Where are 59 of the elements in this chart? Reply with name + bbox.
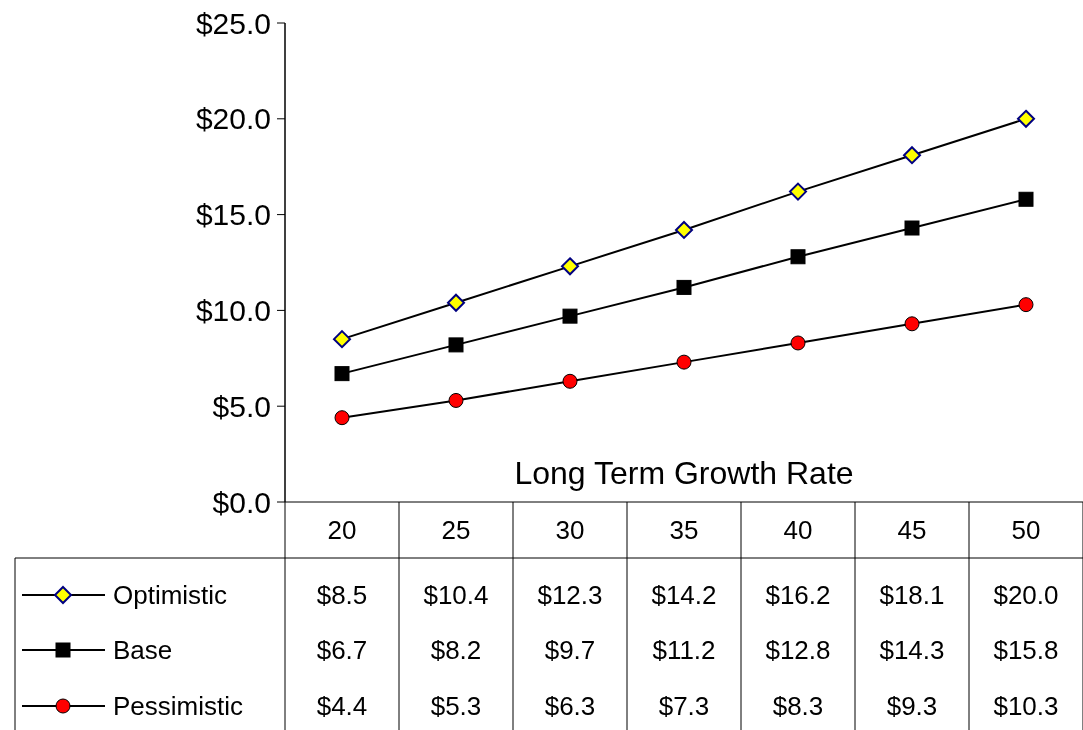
y-tick-label: $25.0 — [195, 6, 271, 40]
point — [562, 373, 578, 389]
point — [675, 220, 693, 239]
y-tick-label: $0.0 — [212, 485, 271, 519]
legend-label: Optimistic — [113, 580, 228, 611]
data-label: $7.3 — [658, 691, 710, 722]
data-label: $16.2 — [765, 580, 831, 611]
point — [1018, 191, 1034, 207]
point — [448, 337, 464, 353]
x-axis-title: Long Term Growth Rate — [514, 455, 854, 491]
point — [334, 410, 350, 426]
point — [334, 366, 350, 382]
data-label: $5.3 — [430, 691, 482, 722]
data-label: $8.3 — [772, 691, 824, 722]
point — [561, 257, 579, 276]
x-tick-label: 35 — [669, 515, 699, 546]
data-label: $12.8 — [765, 635, 831, 666]
point — [790, 335, 806, 351]
y-tick-label: $15.0 — [195, 198, 271, 232]
x-tick-label: 30 — [555, 515, 585, 546]
data-label: $14.2 — [651, 580, 717, 611]
data-label: $9.7 — [544, 635, 596, 666]
point — [904, 316, 920, 332]
data-label: $15.8 — [993, 635, 1059, 666]
data-label: $12.3 — [537, 580, 603, 611]
x-tick-label: 20 — [327, 515, 357, 546]
x-tick-label: 25 — [441, 515, 471, 546]
point — [903, 146, 921, 165]
x-tick-label: 45 — [897, 515, 927, 546]
point — [676, 354, 692, 370]
data-label: $6.7 — [316, 635, 368, 666]
point — [904, 220, 920, 236]
point — [562, 308, 578, 324]
data-label: $8.5 — [316, 580, 368, 611]
legend-label: Base — [113, 635, 173, 666]
point — [333, 330, 351, 349]
data-label: $18.1 — [879, 580, 945, 611]
point — [790, 249, 806, 265]
y-tick-label: $20.0 — [195, 102, 271, 136]
point — [1018, 297, 1034, 313]
point — [789, 182, 807, 201]
point — [676, 279, 692, 295]
data-label: $10.4 — [423, 580, 489, 611]
x-tick-label: 50 — [1011, 515, 1041, 546]
data-label: $6.3 — [544, 691, 596, 722]
data-label: $11.2 — [652, 635, 716, 666]
data-label: $4.4 — [316, 691, 368, 722]
point — [1017, 109, 1035, 128]
x-tick-label: 40 — [783, 515, 813, 546]
data-label: $20.0 — [993, 580, 1059, 611]
data-label: $8.2 — [430, 635, 482, 666]
legend-label: Pessimistic — [113, 691, 244, 722]
data-label: $9.3 — [886, 691, 938, 722]
y-tick-label: $5.0 — [212, 389, 271, 423]
y-tick-label: $10.0 — [195, 293, 271, 327]
data-label: $10.3 — [993, 691, 1059, 722]
data-label: $14.3 — [879, 635, 945, 666]
point — [448, 392, 464, 408]
point — [447, 293, 465, 312]
